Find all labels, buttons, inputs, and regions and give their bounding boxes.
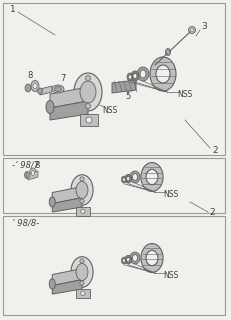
Ellipse shape xyxy=(146,250,158,266)
Ellipse shape xyxy=(122,257,127,264)
Ellipse shape xyxy=(122,176,127,183)
Ellipse shape xyxy=(30,168,36,178)
Ellipse shape xyxy=(76,263,88,281)
Polygon shape xyxy=(50,87,88,108)
Ellipse shape xyxy=(141,163,163,191)
Ellipse shape xyxy=(165,49,170,55)
Bar xyxy=(3,216,225,315)
Ellipse shape xyxy=(188,27,195,34)
Ellipse shape xyxy=(127,258,130,262)
Ellipse shape xyxy=(123,259,125,262)
Ellipse shape xyxy=(46,100,54,114)
Ellipse shape xyxy=(81,209,85,213)
Text: NSS: NSS xyxy=(102,106,118,115)
Text: 5: 5 xyxy=(125,92,131,100)
Ellipse shape xyxy=(80,259,84,263)
Ellipse shape xyxy=(31,81,39,92)
Ellipse shape xyxy=(132,255,137,261)
Ellipse shape xyxy=(81,291,85,295)
Ellipse shape xyxy=(52,85,64,93)
Ellipse shape xyxy=(33,84,37,89)
Polygon shape xyxy=(52,187,82,204)
Ellipse shape xyxy=(150,57,176,91)
Polygon shape xyxy=(76,289,90,298)
Ellipse shape xyxy=(71,175,93,205)
Text: ’ 98/8-: ’ 98/8- xyxy=(12,219,39,228)
Polygon shape xyxy=(112,80,136,93)
Ellipse shape xyxy=(80,199,84,203)
Ellipse shape xyxy=(80,177,84,181)
Ellipse shape xyxy=(26,172,30,178)
Ellipse shape xyxy=(71,257,93,287)
Ellipse shape xyxy=(137,67,149,81)
Ellipse shape xyxy=(140,70,146,78)
Ellipse shape xyxy=(131,71,139,81)
Ellipse shape xyxy=(76,181,88,198)
Polygon shape xyxy=(50,101,88,120)
Ellipse shape xyxy=(80,281,84,285)
Bar xyxy=(3,158,225,213)
Ellipse shape xyxy=(128,75,131,79)
Ellipse shape xyxy=(125,255,132,264)
Ellipse shape xyxy=(80,81,96,103)
Ellipse shape xyxy=(156,65,170,83)
Text: 8: 8 xyxy=(34,161,40,170)
Ellipse shape xyxy=(49,197,55,207)
Text: 2: 2 xyxy=(209,207,215,217)
Polygon shape xyxy=(28,171,38,180)
Ellipse shape xyxy=(191,28,194,31)
Ellipse shape xyxy=(127,177,130,181)
Ellipse shape xyxy=(127,73,133,81)
Polygon shape xyxy=(40,86,52,95)
Ellipse shape xyxy=(49,279,55,289)
Text: 3: 3 xyxy=(201,21,207,30)
Text: 1: 1 xyxy=(10,4,16,13)
Ellipse shape xyxy=(24,172,30,179)
Ellipse shape xyxy=(85,76,91,81)
Ellipse shape xyxy=(37,88,43,94)
Ellipse shape xyxy=(130,171,140,183)
Polygon shape xyxy=(80,114,98,126)
Ellipse shape xyxy=(86,117,92,123)
Ellipse shape xyxy=(31,171,34,175)
Polygon shape xyxy=(52,268,82,286)
Text: NSS: NSS xyxy=(163,270,178,279)
Ellipse shape xyxy=(55,86,61,92)
Ellipse shape xyxy=(146,169,158,185)
Ellipse shape xyxy=(25,84,31,92)
Text: -’ 98/7: -’ 98/7 xyxy=(12,161,39,170)
Ellipse shape xyxy=(132,173,137,180)
Ellipse shape xyxy=(123,178,125,181)
Bar xyxy=(3,3,225,155)
Polygon shape xyxy=(52,280,82,294)
Text: NSS: NSS xyxy=(177,90,193,99)
Polygon shape xyxy=(76,207,90,216)
Ellipse shape xyxy=(167,51,169,53)
Text: 8: 8 xyxy=(27,70,33,79)
Ellipse shape xyxy=(125,174,132,183)
Polygon shape xyxy=(52,198,82,212)
Ellipse shape xyxy=(133,74,137,78)
Text: 2: 2 xyxy=(212,146,218,155)
Text: NSS: NSS xyxy=(163,189,178,198)
Ellipse shape xyxy=(141,244,163,272)
Text: 7: 7 xyxy=(60,74,66,83)
Ellipse shape xyxy=(74,73,102,111)
Ellipse shape xyxy=(130,252,140,264)
Ellipse shape xyxy=(85,103,91,108)
